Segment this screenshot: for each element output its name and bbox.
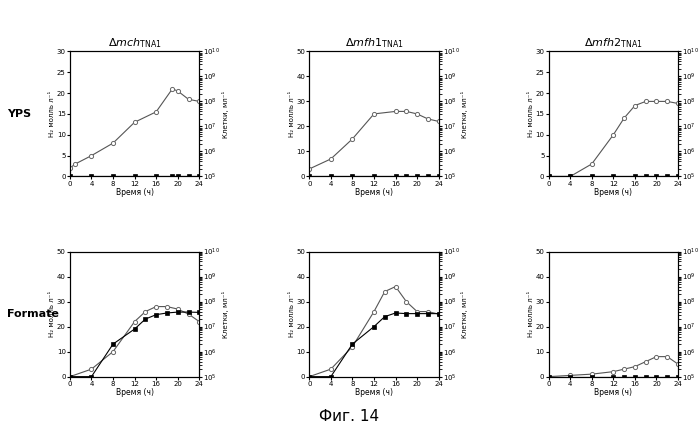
Y-axis label: Клетки, мл⁻¹: Клетки, мл⁻¹ <box>222 291 229 338</box>
Y-axis label: Клетки, мл⁻¹: Клетки, мл⁻¹ <box>461 291 468 338</box>
Y-axis label: H₂ молль л⁻¹: H₂ молль л⁻¹ <box>289 291 295 337</box>
Title: $\it{\Delta mfh1}$$_{\mathrm{TNA1}}$: $\it{\Delta mfh1}$$_{\mathrm{TNA1}}$ <box>345 36 403 50</box>
Text: Formate: Formate <box>7 309 59 319</box>
Y-axis label: H₂ молль л⁻¹: H₂ молль л⁻¹ <box>289 91 295 137</box>
X-axis label: Время (ч): Время (ч) <box>355 388 393 397</box>
Y-axis label: H₂ молль л⁻¹: H₂ молль л⁻¹ <box>528 91 534 137</box>
X-axis label: Время (ч): Время (ч) <box>594 388 633 397</box>
Y-axis label: H₂ молль л⁻¹: H₂ молль л⁻¹ <box>528 291 534 337</box>
Text: Фиг. 14: Фиг. 14 <box>319 409 380 424</box>
Title: $\it{\Delta mch}$$_{\mathrm{TNA1}}$: $\it{\Delta mch}$$_{\mathrm{TNA1}}$ <box>108 36 161 50</box>
Y-axis label: Клетки, мл⁻¹: Клетки, мл⁻¹ <box>222 90 229 137</box>
X-axis label: Время (ч): Время (ч) <box>115 388 154 397</box>
X-axis label: Время (ч): Время (ч) <box>115 188 154 197</box>
Y-axis label: H₂ молль л⁻¹: H₂ молль л⁻¹ <box>50 291 55 337</box>
Y-axis label: H₂ молль л⁻¹: H₂ молль л⁻¹ <box>50 91 55 137</box>
Text: YPS: YPS <box>7 109 31 119</box>
X-axis label: Время (ч): Время (ч) <box>594 188 633 197</box>
Title: $\it{\Delta mfh2}$$_{\mathrm{TNA1}}$: $\it{\Delta mfh2}$$_{\mathrm{TNA1}}$ <box>584 36 642 50</box>
Y-axis label: Клетки, мл⁻¹: Клетки, мл⁻¹ <box>461 90 468 137</box>
X-axis label: Время (ч): Время (ч) <box>355 188 393 197</box>
